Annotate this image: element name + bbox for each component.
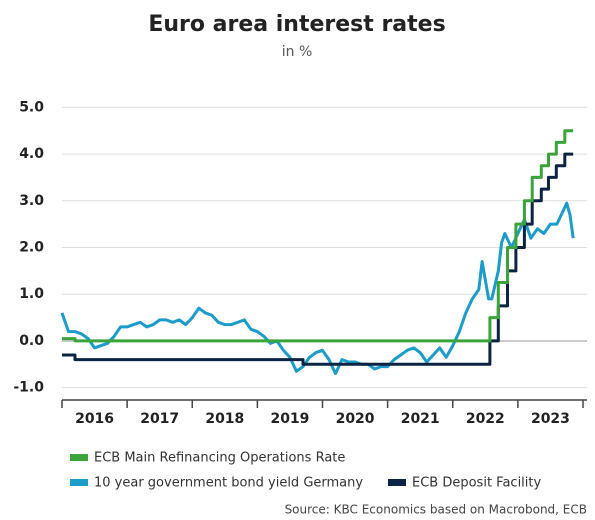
x-tick-label: 2022 xyxy=(466,411,505,427)
x-tick-label: 2016 xyxy=(75,411,114,427)
x-tick-label: 2023 xyxy=(531,411,570,427)
y-tick-label: 1.0 xyxy=(19,286,44,302)
y-tick-label: -1.0 xyxy=(13,380,44,396)
x-tick-label: 2018 xyxy=(205,411,244,427)
x-tick-label: 2019 xyxy=(270,411,309,427)
y-tick-label: 0.0 xyxy=(19,333,44,349)
source-note: Source: KBC Economics based on Macrobond… xyxy=(285,503,587,517)
chart-subtitle: in % xyxy=(282,44,313,60)
legend-label: ECB Main Refinancing Operations Rate xyxy=(94,451,345,466)
y-tick-label: 4.0 xyxy=(19,146,44,162)
legend-label: ECB Deposit Facility xyxy=(412,476,542,491)
chart-title: Euro area interest rates xyxy=(148,12,445,37)
x-tick-label: 2017 xyxy=(140,411,179,427)
legend-label: 10 year government bond yield Germany xyxy=(94,476,363,491)
legend-swatch xyxy=(70,454,88,461)
y-tick-label: 2.0 xyxy=(19,240,44,256)
series-line xyxy=(62,129,574,343)
x-tick-label: 2020 xyxy=(336,411,375,427)
y-tick-label: 5.0 xyxy=(19,99,44,115)
x-tick-label: 2021 xyxy=(401,411,440,427)
series-line xyxy=(62,152,574,366)
legend-swatch xyxy=(70,479,88,486)
legend-swatch xyxy=(388,479,406,486)
series-line xyxy=(60,201,575,376)
y-tick-label: 3.0 xyxy=(19,193,44,209)
